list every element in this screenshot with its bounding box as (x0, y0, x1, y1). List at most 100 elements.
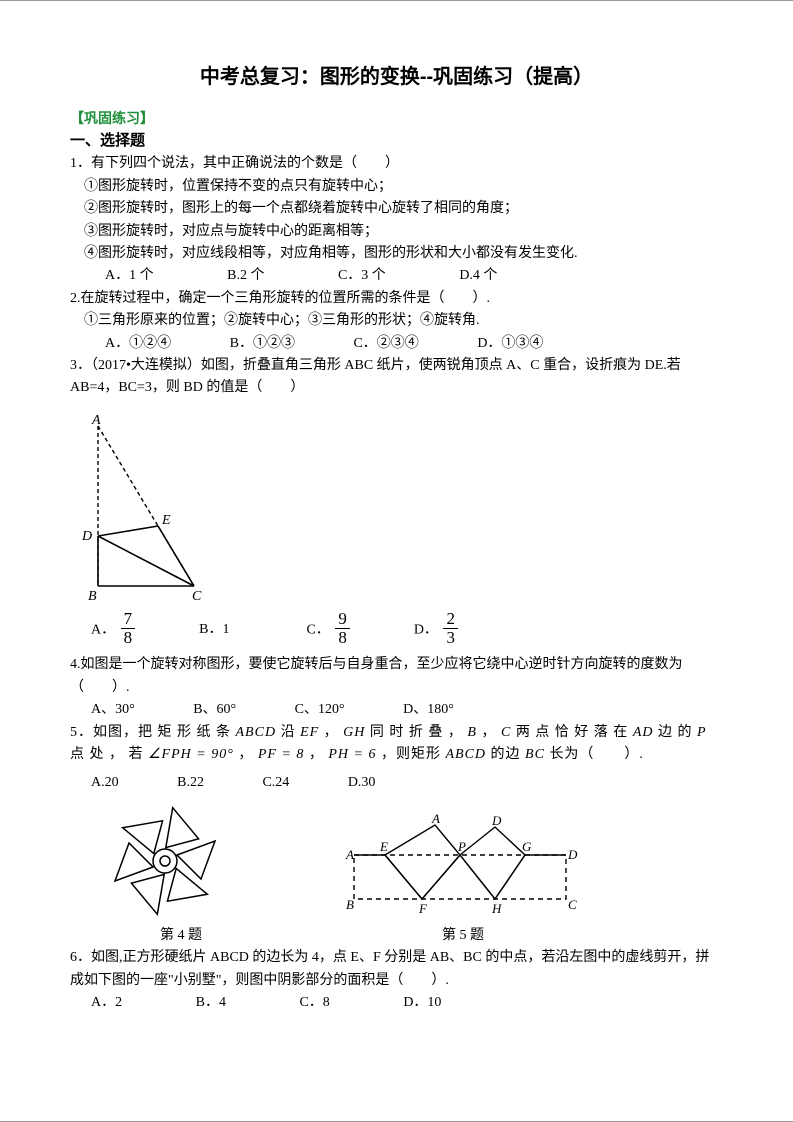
q6-stem: 6．如图,正方形硬纸片 ABCD 的边长为 4，点 E、F 分别是 AB、BC … (70, 947, 723, 992)
q5-t6: 两 点 恰 好 落 在 (516, 725, 633, 740)
q5-angle: ∠FPH = 90° (148, 747, 234, 762)
q5-lbl-g: G (522, 839, 532, 854)
q5-figure: A D B C E F G H P A D (340, 811, 580, 921)
q5-t13: 长为（ ）. (549, 747, 644, 762)
q3-a-prefix: A． (91, 622, 115, 637)
figures-row: A D B C E F G H P A D (100, 801, 723, 921)
q5-t1: 5．如图，把 矩 形 纸 条 (70, 725, 236, 740)
q3-a-num: 7 (121, 610, 136, 629)
section-head: 一、选择题 (70, 129, 723, 153)
q1-choice-b: B.2 个 (227, 265, 264, 287)
q5-gh: GH (343, 725, 365, 740)
q5-lbl-f: F (418, 901, 428, 916)
q5-t3: ， (324, 725, 339, 740)
q3-stem: 3．（2017•大连模拟）如图，折叠直角三角形 ABC 纸片，使两锐角顶点 A、… (70, 355, 723, 400)
q5-choice-d: D.30 (348, 772, 376, 794)
q3-a-den: 8 (121, 629, 136, 647)
q5-caption: 第 5 题 (442, 925, 484, 947)
q5-t11: ，则矩形 (381, 747, 446, 762)
q5-b: B (467, 725, 477, 740)
figure-captions: 第 4 题 第 5 题 (160, 925, 723, 947)
q5-bc: BC (525, 747, 545, 762)
q5-lbl-b: B (346, 897, 354, 912)
q5-ad: AD (633, 725, 654, 740)
q4-stem: 4.如图是一个旋转对称图形，要使它旋转后与自身重合，至少应将它绕中心逆时针方向旋… (70, 654, 723, 699)
q3-d-num: 2 (443, 610, 458, 629)
q5-lbl-d: D (567, 847, 578, 862)
q4-choice-a: A、30° (91, 699, 135, 721)
q3-choice-a: A． 7 8 (91, 612, 137, 649)
q3-label-c: C (192, 589, 202, 604)
question-5: 5．如图，把 矩 形 纸 条 ABCD 沿 EF ， GH 同 时 折 叠 ， … (70, 722, 723, 948)
q3-d-den: 3 (443, 629, 458, 647)
q5-choice-c: C.24 (262, 772, 289, 794)
q3-choices: A． 7 8 B．1 C． 9 8 D． 2 3 (91, 612, 723, 649)
q5-p: P (697, 725, 707, 740)
q5-lbl-h: H (491, 901, 502, 916)
q3-label-d: D (81, 529, 92, 544)
q5-c: C (501, 725, 511, 740)
q5-abcd2: ABCD (445, 747, 486, 762)
q5-choice-b: B.22 (177, 772, 204, 794)
q5-t4: 同 时 折 叠 ， (370, 725, 468, 740)
q4-caption: 第 4 题 (160, 925, 202, 947)
question-4: 4.如图是一个旋转对称图形，要使它旋转后与自身重合，至少应将它绕中心逆时针方向旋… (70, 654, 723, 721)
q6-choices: A．2 B．4 C．8 D．10 (91, 992, 723, 1014)
q3-a-frac: 7 8 (121, 610, 136, 647)
q3-c-prefix: C． (306, 622, 329, 637)
q2-choice-a: A．①②④ (105, 333, 171, 355)
q5-t9: ， (238, 747, 253, 762)
question-1: 1．有下列四个说法，其中正确说法的个数是（ ） ①图形旋转时，位置保持不变的点只… (70, 153, 723, 287)
q6-choice-b: B．4 (196, 992, 226, 1014)
q3-c-den: 8 (335, 629, 350, 647)
q1-choice-c: C．3 个 (338, 265, 386, 287)
q3-label-a: A (91, 413, 101, 428)
q4-choices: A、30° B、60° C、120° D、180° (91, 699, 723, 721)
q3-figure: A E D B C (74, 406, 224, 606)
q2-stem: 2.在旋转过程中，确定一个三角形旋转的位置所需的条件是（ ）. (70, 288, 723, 310)
q5-lbl-c: C (568, 897, 577, 912)
q5-ph: PH = 6 (328, 747, 376, 762)
page-container: 中考总复习：图形的变换--巩固练习（提高） 【巩固练习】 一、选择题 1．有下列… (0, 0, 793, 1122)
q2-choices: A．①②④ B．①②③ C．②③④ D．①③④ (105, 333, 723, 355)
q4-choice-d: D、180° (403, 699, 454, 721)
q5-pf: PF = 8 (258, 747, 305, 762)
q1-stmt-3: ③图形旋转时，对应点与旋转中心的距离相等； (70, 221, 723, 243)
q3-d-prefix: D． (414, 622, 438, 637)
q6-choice-c: C．8 (299, 992, 329, 1014)
question-3: 3．（2017•大连模拟）如图，折叠直角三角形 ABC 纸片，使两锐角顶点 A、… (70, 355, 723, 648)
page-title: 中考总复习：图形的变换--巩固练习（提高） (70, 61, 723, 93)
q3-d-frac: 2 3 (443, 610, 458, 647)
q4-choice-c: C、120° (295, 699, 345, 721)
q1-stmt-4: ④图形旋转时，对应线段相等，对应角相等，图形的形状和大小都没有发生变化. (70, 243, 723, 265)
q2-choice-c: C．②③④ (353, 333, 418, 355)
q1-stmt-2: ②图形旋转时，图形上的每一个点都绕着旋转中心旋转了相同的角度； (70, 198, 723, 220)
q3-choice-c: C． 9 8 (306, 612, 351, 649)
q5-t10: ， (309, 747, 324, 762)
q3-label-b: B (88, 589, 97, 604)
q1-choice-a: A．1 个 (105, 265, 154, 287)
q5-choice-a: A.20 (91, 772, 119, 794)
q5-t5: ， (481, 725, 496, 740)
q2-stmt-1: ①三角形原来的位置；②旋转中心；③三角形的形状；④旋转角. (70, 310, 723, 332)
q4-choice-b: B、60° (193, 699, 236, 721)
q5-lbl-a: A (345, 847, 354, 862)
section-tag: 【巩固练习】 (70, 107, 723, 129)
question-2: 2.在旋转过程中，确定一个三角形旋转的位置所需的条件是（ ）. ①三角形原来的位… (70, 288, 723, 355)
q6-choice-d: D．10 (403, 992, 441, 1014)
q2-choice-b: B．①②③ (230, 333, 295, 355)
q5-t12: 的边 (491, 747, 526, 762)
q3-c-num: 9 (335, 610, 350, 629)
q1-choices: A．1 个 B.2 个 C．3 个 D.4 个 (105, 265, 723, 287)
q1-stem: 1．有下列四个说法，其中正确说法的个数是（ ） (70, 153, 723, 175)
q5-lbl-e: E (379, 839, 388, 854)
q2-choice-d: D．①③④ (477, 333, 543, 355)
q3-label-e: E (161, 513, 171, 528)
q5-t8: 点 处 ， 若 (70, 747, 144, 762)
q1-stmt-1: ①图形旋转时，位置保持不变的点只有旋转中心； (70, 176, 723, 198)
q1-choice-d: D.4 个 (459, 265, 497, 287)
q5-t2: 沿 (281, 725, 301, 740)
q5-abcd: ABCD (236, 725, 277, 740)
q5-lbl-a2: A (431, 811, 440, 826)
question-6: 6．如图,正方形硬纸片 ABCD 的边长为 4，点 E、F 分别是 AB、BC … (70, 947, 723, 1014)
